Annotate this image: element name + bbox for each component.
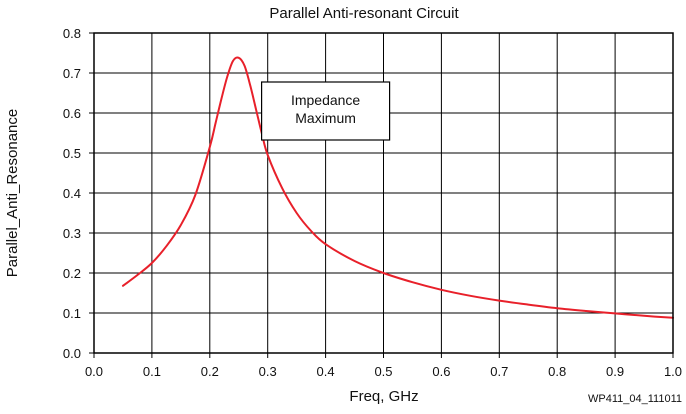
chart-title: Parallel Anti-resonant Circuit <box>269 5 459 22</box>
x-tick-label: 0.2 <box>201 364 219 379</box>
annotation-text: Impedance Maximum <box>291 92 360 126</box>
y-tick-label: 0.1 <box>63 306 81 321</box>
x-tick-label: 0.7 <box>490 364 508 379</box>
y-tick-label: 0.0 <box>63 346 81 361</box>
x-axis-title: Freq, GHz <box>349 388 418 405</box>
y-tick-label: 0.2 <box>63 266 81 281</box>
x-tick-label: 0.5 <box>374 364 392 379</box>
x-tick-label: 0.6 <box>432 364 450 379</box>
x-tick-label: 1.0 <box>664 364 682 379</box>
y-tick-label: 0.5 <box>63 146 81 161</box>
x-tick-label: 0.9 <box>606 364 624 379</box>
y-tick-label: 0.6 <box>63 106 81 121</box>
series-line <box>121 56 674 319</box>
x-tick-label: 0.3 <box>259 364 277 379</box>
figure-id: WP411_04_111011 <box>588 393 682 405</box>
annotation-box <box>261 81 391 141</box>
y-tick-label: 0.4 <box>63 186 81 201</box>
x-tick-label: 0.4 <box>317 364 335 379</box>
y-tick-label: 0.8 <box>63 26 81 41</box>
annotations: Impedance Maximum <box>261 81 391 141</box>
x-tick-label: 0.0 <box>85 364 103 379</box>
y-tick-label: 0.3 <box>63 226 81 241</box>
y-tick-label: 0.7 <box>63 66 81 81</box>
y-axis-title: Parallel_Anti_Resonance <box>4 109 21 277</box>
x-tick-label: 0.1 <box>143 364 161 379</box>
series-layer <box>121 56 674 319</box>
ticks: 0.0 0.1 0.2 0.3 0.4 0.5 0.6 0.7 0.8 0.9 1.0 0.0 0.1 0… <box>63 26 682 379</box>
grid <box>94 33 673 353</box>
x-tick-label: 0.8 <box>548 364 566 379</box>
